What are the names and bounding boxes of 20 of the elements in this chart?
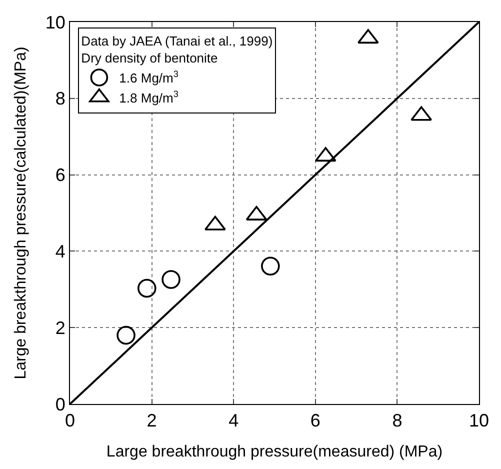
point: [116, 326, 136, 345]
x-tick-label: 4: [228, 410, 239, 431]
y-tick-label: 4: [55, 242, 66, 262]
y-tick-label: 8: [55, 88, 66, 109]
y-tick-label: 6: [55, 165, 66, 186]
y-tick-label: 2: [55, 318, 66, 338]
x-axis-title: Large breakthrough pressure(measured) (MPa): [106, 443, 443, 460]
y-tick-label: 10: [45, 12, 66, 32]
y-tick-label: 0: [55, 394, 66, 414]
point: [261, 256, 280, 276]
x-tick-label: 6: [310, 410, 320, 431]
x-tick-label: 10: [468, 410, 490, 431]
y-axis-title: Large breakthrough pressure(calculated)(MPa): [12, 46, 30, 380]
point: [162, 270, 180, 289]
point: [138, 278, 156, 298]
legend-title: Data by JAEA (Tanai et al., 1999) Dry density of bentonite: [81, 34, 273, 66]
legend-label: 1.8 Mg/m$^{3}$: [119, 88, 178, 106]
legend-label: 1.6 Mg/m$^{3}$: [119, 69, 178, 86]
x-tick-label: 2: [146, 410, 157, 431]
x-tick-label: 8: [392, 410, 402, 431]
